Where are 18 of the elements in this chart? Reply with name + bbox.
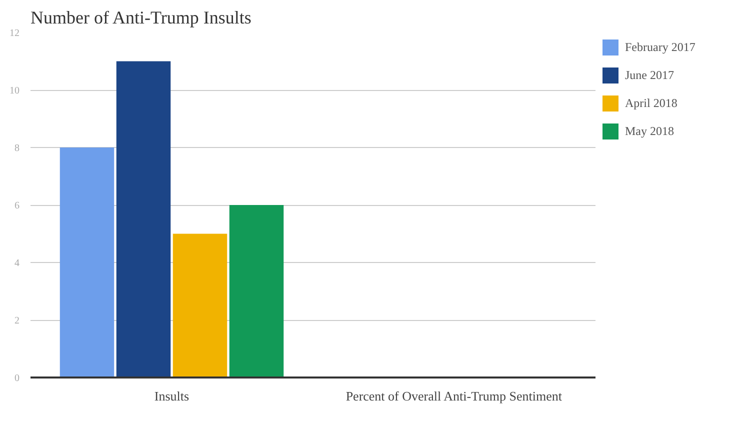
legend-label: May 2018 [625, 124, 674, 138]
bar [229, 205, 284, 378]
legend-label: April 2018 [625, 96, 678, 110]
legend-label: February 2017 [625, 40, 696, 54]
y-tick-label: 8 [14, 143, 20, 154]
legend-label: June 2017 [625, 68, 674, 82]
x-tick-label: Insults [154, 388, 190, 404]
x-tick-label: Percent of Overall Anti-Trump Sentiment [346, 388, 562, 404]
y-tick-label: 2 [14, 316, 20, 326]
bar [60, 148, 114, 378]
y-tick-label: 4 [14, 258, 20, 269]
bar [116, 61, 171, 378]
y-tick-label: 12 [10, 28, 20, 39]
y-tick-label: 6 [14, 200, 20, 212]
y-tick-label: 0 [14, 373, 20, 384]
y-tick-label: 10 [10, 86, 20, 96]
chart-title: Number of Anti-Trump Insults [30, 8, 252, 28]
bar [172, 234, 228, 378]
